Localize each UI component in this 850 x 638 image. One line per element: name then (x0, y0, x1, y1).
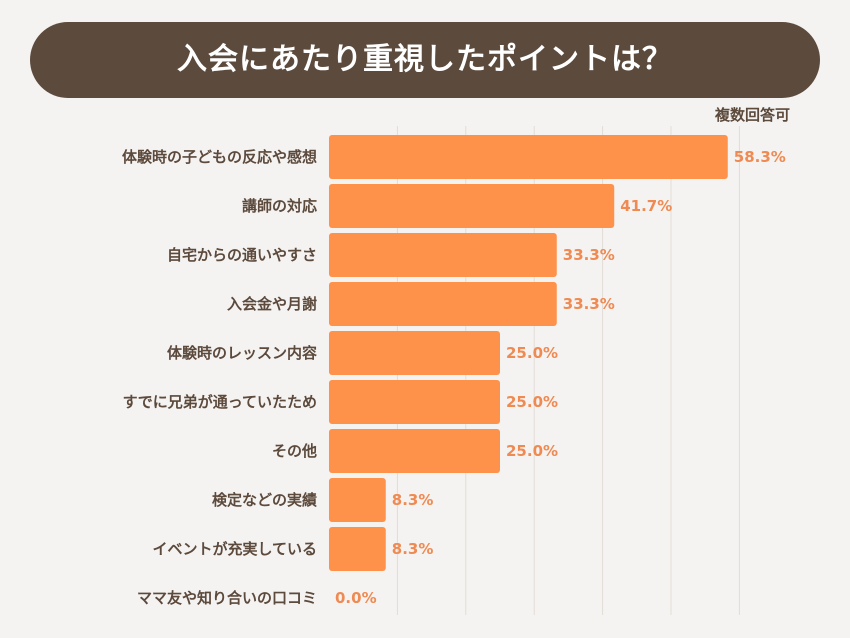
bar (329, 282, 557, 326)
multiple-answers-note: 複数回答可 (714, 106, 790, 124)
value-label: 25.0% (506, 442, 558, 460)
value-label: 33.3% (563, 246, 615, 264)
value-label: 33.3% (563, 295, 615, 313)
bar (329, 233, 557, 277)
value-label: 25.0% (506, 393, 558, 411)
bar (329, 135, 728, 179)
bar (329, 331, 500, 375)
value-label: 8.3% (392, 540, 434, 558)
category-label: 体験時の子どもの反応や感想 (122, 148, 317, 166)
value-label: 8.3% (392, 491, 434, 509)
category-label: 入会金や月謝 (227, 295, 317, 313)
category-label: すでに兄弟が通っていたため (123, 393, 317, 411)
bar (329, 478, 386, 522)
chart-title: 入会にあたり重視したポイントは？ (177, 42, 673, 77)
value-label: 58.3% (734, 148, 786, 166)
value-label: 25.0% (506, 344, 558, 362)
category-label: 自宅からの通いやすさ (167, 246, 317, 264)
category-label: その他 (272, 442, 317, 460)
bar (329, 380, 500, 424)
bar (329, 184, 615, 228)
bar (329, 527, 386, 571)
value-label: 0.0% (335, 589, 377, 607)
category-label: ママ友や知り合いの口コミ (137, 589, 317, 607)
value-label: 41.7% (620, 197, 672, 215)
bar (329, 429, 500, 473)
category-label: 検定などの実績 (212, 491, 317, 509)
category-label: 体験時のレッスン内容 (167, 344, 317, 362)
category-label: 講師の対応 (242, 197, 317, 215)
category-label: イベントが充実している (152, 540, 317, 558)
title-banner: 入会にあたり重視したポイントは？ (30, 22, 820, 98)
